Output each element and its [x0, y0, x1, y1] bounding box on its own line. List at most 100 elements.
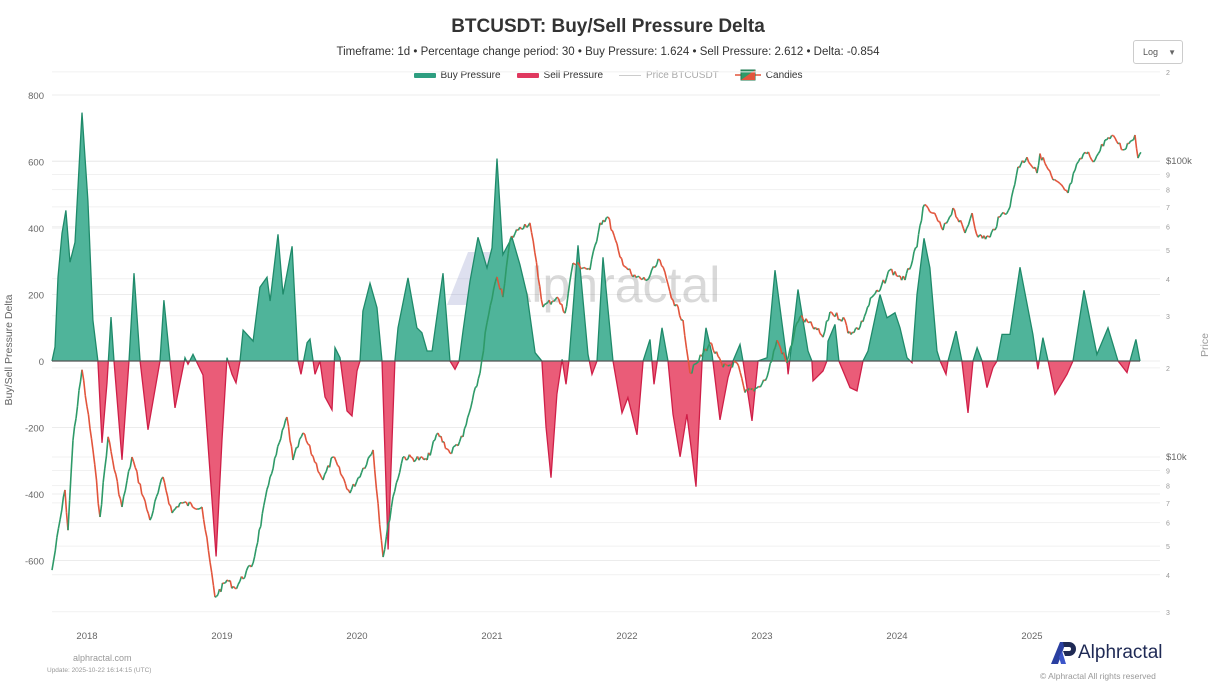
candle: [794, 322, 798, 328]
candle: [766, 370, 770, 378]
candle: [214, 595, 217, 598]
candle: [1131, 138, 1134, 142]
legend-item-candles[interactable]: Candles: [734, 69, 803, 81]
candle: [759, 383, 763, 388]
candle: [497, 283, 501, 290]
candle: [792, 327, 797, 338]
candle: [919, 220, 923, 226]
legend-item-price[interactable]: Price BTCUSDT: [619, 69, 719, 81]
candle: [696, 360, 700, 364]
candle: [1130, 139, 1133, 142]
candle: [635, 275, 639, 279]
candle: [938, 221, 943, 228]
y-tick-label: -200: [25, 424, 44, 435]
candle: [440, 436, 444, 443]
candle: [263, 497, 267, 506]
candle: [646, 278, 650, 281]
candle: [267, 476, 271, 486]
candle: [405, 458, 409, 461]
candle: [1029, 163, 1033, 167]
candle: [115, 474, 119, 482]
candle: [667, 284, 671, 292]
candle: [898, 275, 901, 278]
candle: [307, 443, 311, 446]
candle: [507, 240, 511, 254]
candle: [192, 506, 195, 509]
candle: [393, 482, 398, 492]
candle: [437, 432, 441, 438]
candle: [397, 472, 401, 479]
candle: [250, 562, 254, 568]
candle: [677, 306, 681, 316]
candle: [476, 378, 480, 387]
candle: [132, 461, 136, 468]
candle: [139, 483, 143, 495]
candle: [620, 258, 624, 266]
candle: [210, 572, 215, 586]
candle: [333, 456, 337, 462]
candle: [590, 251, 595, 260]
candle: [95, 480, 99, 504]
sell-pressure-line: [52, 361, 1140, 557]
candle: [314, 461, 317, 464]
legend-item-sell-pressure[interactable]: Sell Pressure: [516, 69, 603, 81]
candle: [537, 276, 541, 287]
candle: [325, 465, 329, 472]
candle: [1076, 161, 1080, 165]
candle: [519, 226, 523, 230]
candle: [281, 426, 285, 431]
candle: [725, 363, 729, 367]
candle: [844, 319, 848, 326]
candle: [429, 448, 433, 456]
candle: [561, 304, 565, 312]
candle: [1012, 184, 1016, 191]
candle: [569, 271, 573, 283]
candle: [1109, 135, 1113, 140]
candle: [375, 488, 379, 504]
candle: [530, 232, 534, 242]
candle: [653, 265, 656, 269]
x-tick-label: 2024: [886, 631, 907, 642]
candle: [68, 469, 73, 501]
candle: [542, 303, 546, 308]
watermark-text: Alphractal: [498, 257, 720, 313]
candle: [387, 519, 391, 525]
candle: [349, 488, 353, 494]
candle: [220, 582, 224, 592]
scale-dropdown[interactable]: Log ▼: [1133, 40, 1183, 64]
y2-tick-label: 3: [1166, 314, 1170, 321]
candle: [911, 251, 915, 261]
candle: [165, 489, 169, 497]
candle: [323, 471, 328, 475]
candle: [595, 232, 600, 242]
candle: [731, 360, 735, 368]
candle: [576, 261, 580, 266]
candle: [190, 502, 194, 508]
candle: [235, 584, 239, 589]
candle: [471, 392, 475, 402]
candle: [772, 346, 777, 352]
candle: [971, 212, 975, 222]
candle: [879, 284, 883, 291]
candle: [346, 488, 349, 491]
candle: [479, 360, 483, 374]
candle: [458, 435, 463, 442]
price-line-swatch: [619, 74, 641, 76]
footer-site-link[interactable]: alphractal.com: [73, 653, 132, 663]
candle: [400, 456, 404, 464]
candle: [56, 528, 60, 538]
candle: [315, 463, 319, 472]
candle: [532, 240, 536, 253]
x-tick-label: 2020: [346, 631, 367, 642]
candle: [305, 440, 309, 445]
buy-pressure-area: [52, 112, 1140, 361]
candle: [344, 483, 348, 490]
candle: [1119, 142, 1123, 150]
x-tick-label: 2021: [481, 631, 502, 642]
candle: [583, 266, 586, 269]
candle: [362, 467, 366, 470]
legend-item-buy-pressure[interactable]: Buy Pressure: [413, 69, 501, 81]
candle: [687, 360, 691, 374]
candle: [377, 503, 381, 525]
